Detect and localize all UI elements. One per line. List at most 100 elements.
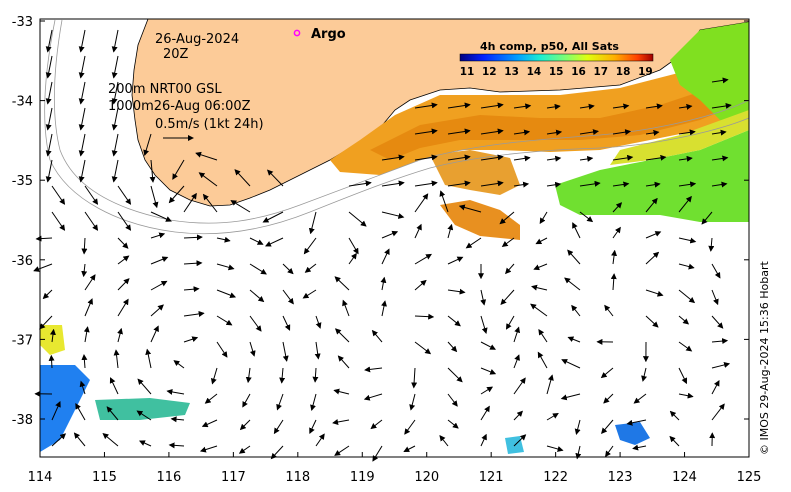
current-vector (604, 304, 614, 317)
current-vector (168, 185, 185, 204)
current-vector (363, 393, 383, 401)
x-tick-label: 114 (28, 470, 53, 485)
current-vector (78, 107, 86, 131)
current-vector (480, 405, 490, 421)
current-vector (310, 393, 317, 411)
current-vector (567, 249, 581, 265)
colorbar-tick-label: 19 (638, 66, 653, 78)
current-vector (447, 102, 471, 109)
current-vector (447, 341, 458, 353)
current-vector (480, 102, 504, 109)
current-vector (201, 419, 218, 428)
current-vector (145, 348, 152, 369)
current-vector (612, 154, 634, 161)
current-vector (273, 419, 284, 435)
current-vector (150, 280, 168, 291)
current-vector (117, 278, 130, 291)
current-vector (264, 237, 284, 247)
sst-layer (40, 22, 749, 454)
current-vector (579, 103, 595, 110)
current-vector (262, 211, 284, 223)
map-date: 26-Aug-2024 (155, 32, 239, 47)
current-vector (600, 367, 614, 379)
current-vector (282, 315, 291, 331)
current-vector (480, 128, 504, 135)
current-vector (546, 155, 562, 162)
current-vector (276, 393, 284, 411)
current-vector (249, 341, 256, 357)
current-vector (539, 211, 548, 225)
current-vector (51, 400, 61, 421)
sst-sw-cyan (95, 398, 190, 420)
current-vector (111, 107, 119, 131)
current-vector (239, 419, 251, 431)
current-vector (447, 288, 466, 295)
current-vector (303, 237, 317, 255)
current-vector (308, 211, 317, 235)
current-vector (81, 354, 88, 369)
current-vector (216, 289, 237, 298)
current-vector (372, 445, 383, 462)
current-vector (678, 155, 693, 162)
current-vector (42, 289, 53, 300)
current-vector (480, 341, 496, 350)
current-vector (645, 315, 659, 328)
current-vector (535, 237, 548, 245)
current-vector (45, 107, 53, 131)
current-vector (579, 155, 594, 162)
sst-sw-blue (40, 365, 90, 452)
current-vector (513, 377, 526, 395)
y-tick-label: -33 (12, 15, 33, 30)
current-vector (601, 419, 614, 434)
current-vector (364, 366, 383, 373)
current-vector (414, 341, 432, 355)
current-vector (612, 202, 623, 213)
current-vector (337, 355, 350, 369)
current-vector (117, 255, 130, 265)
current-vector (711, 289, 719, 306)
current-vector (603, 393, 614, 404)
current-vector (249, 289, 265, 303)
colorbar-tick-label: 13 (504, 66, 519, 78)
current-vector (39, 315, 53, 330)
current-vector (45, 55, 53, 79)
current-vector (170, 416, 185, 423)
current-vector (641, 367, 647, 382)
y-axis-ticks: -33 -34 -35 -36 -37 -38 (12, 15, 749, 428)
current-vector (711, 155, 729, 162)
y-tick-label: -37 (12, 333, 33, 348)
current-vector (73, 432, 86, 447)
current-vector (612, 103, 630, 110)
current-vector (711, 129, 727, 136)
current-vector (645, 231, 662, 239)
current-vector (106, 406, 119, 421)
current-vector (447, 128, 471, 135)
current-vector (505, 315, 515, 330)
current-vector (499, 211, 515, 225)
current-vector (380, 276, 387, 291)
current-vector (199, 445, 218, 453)
current-vector (678, 195, 692, 213)
current-vector (669, 410, 680, 421)
current-vector (183, 286, 200, 293)
current-vector (678, 367, 687, 385)
current-vector (711, 380, 720, 395)
current-vector (708, 237, 715, 252)
current-vector (195, 151, 218, 161)
current-vector (530, 303, 548, 317)
colorbar-tick-label: 16 (571, 66, 586, 78)
current-vector (711, 315, 724, 329)
current-vector (249, 315, 262, 332)
x-axis-ticks: 114 115 116 117 118 119 120 121 122 123 124 125 (28, 452, 761, 485)
current-vector (513, 326, 521, 343)
current-vector (183, 260, 203, 267)
current-vector (711, 403, 725, 421)
current-vector (409, 393, 416, 411)
current-vector (238, 445, 251, 454)
current-vector (183, 192, 197, 213)
current-vectors (33, 29, 732, 462)
current-vector (332, 419, 350, 425)
x-tick-label: 116 (156, 470, 181, 485)
current-vector (513, 354, 520, 369)
